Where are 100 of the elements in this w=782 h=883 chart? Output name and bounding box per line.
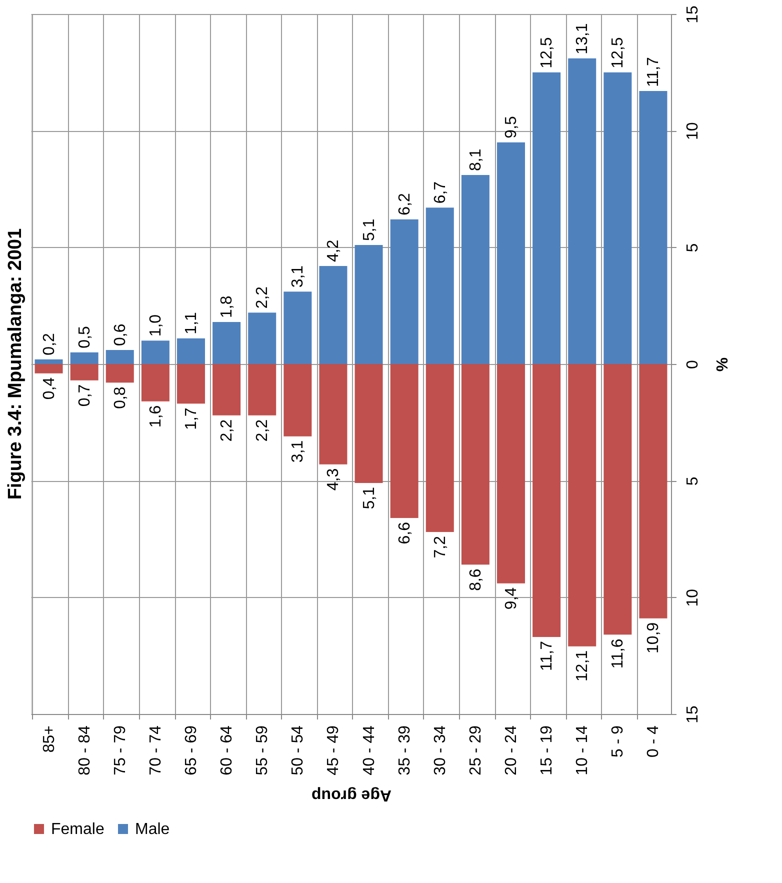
legend-label: Male — [135, 821, 170, 838]
bar — [212, 364, 241, 416]
data-label: 1,1 — [183, 312, 200, 334]
data-label: 1,8 — [218, 296, 236, 318]
data-label: 2,2 — [218, 419, 236, 442]
bar — [354, 245, 383, 364]
x-tick-label: 55 - 59 — [254, 725, 272, 776]
x-tick-label: 80 - 84 — [76, 725, 94, 776]
data-label: 6,2 — [396, 192, 414, 216]
bar — [212, 322, 241, 364]
data-label: 2,2 — [254, 286, 272, 309]
bar — [532, 72, 561, 364]
x-tick-label: 5 - 9 — [610, 725, 627, 758]
bar — [461, 364, 490, 565]
bar — [106, 350, 134, 364]
bar — [390, 364, 418, 518]
bar — [284, 364, 312, 436]
data-label: 3,1 — [290, 265, 307, 288]
bar — [604, 72, 632, 364]
data-label: 0,5 — [76, 326, 94, 348]
bar — [604, 364, 632, 635]
bar — [70, 352, 98, 364]
bar — [497, 142, 525, 364]
data-label: 7,2 — [432, 536, 449, 558]
bar — [426, 208, 454, 364]
x-tick-label: 10 - 14 — [574, 725, 592, 776]
data-label: 0,8 — [112, 386, 129, 409]
bar — [106, 364, 134, 383]
x-tick-label: 0 - 4 — [645, 725, 662, 758]
y-tick-label: 15 — [684, 706, 702, 724]
x-axis-title: Age group — [311, 786, 392, 804]
x-tick-label: 75 - 79 — [112, 725, 129, 776]
bar — [319, 364, 348, 464]
bar — [34, 359, 63, 364]
bar — [461, 175, 490, 364]
bar — [248, 312, 276, 364]
text: Figure 3.4: Mpumalanga: 2001 — [5, 228, 26, 500]
bar — [248, 364, 276, 416]
bar — [497, 364, 525, 584]
y-tick-label: 15 — [684, 6, 702, 24]
data-label: 0,2 — [40, 332, 58, 356]
data-label: 6,6 — [396, 522, 414, 544]
x-tick-label: 65 - 69 — [183, 725, 200, 776]
data-label: 11,7 — [645, 56, 662, 87]
y-tick-label: 5 — [684, 476, 702, 486]
data-label: 12,1 — [574, 650, 592, 682]
data-label: 13,1 — [574, 23, 592, 54]
bar — [568, 58, 596, 364]
x-tick-label: 40 - 44 — [360, 725, 378, 776]
x-tick-label: 20 - 24 — [503, 725, 520, 776]
y-tick-label: 10 — [684, 122, 702, 140]
data-label: 1,7 — [183, 408, 200, 430]
bar — [141, 340, 170, 364]
bar — [34, 364, 63, 374]
data-label: 6,7 — [432, 181, 449, 204]
data-label: 3,1 — [290, 440, 307, 463]
data-label: 5,1 — [360, 486, 378, 510]
legend-label: Female — [51, 821, 104, 838]
x-tick-label: 60 - 64 — [218, 725, 236, 776]
data-label: 12,5 — [538, 37, 556, 68]
data-label: 10,9 — [645, 622, 662, 654]
bar — [70, 364, 98, 380]
data-label: 9,4 — [503, 587, 520, 610]
data-label: 5,1 — [360, 218, 378, 241]
data-label: 8,6 — [467, 568, 484, 591]
bar — [532, 364, 561, 637]
bar — [284, 292, 312, 364]
x-tick-label: 70 - 74 — [147, 725, 164, 776]
y-axis-title: % — [714, 357, 732, 372]
data-label: 4,3 — [325, 468, 342, 491]
bar — [426, 364, 454, 532]
bar — [639, 364, 668, 618]
y-tick-label: 0 — [684, 360, 702, 369]
x-tick-label: 15 - 19 — [538, 725, 556, 776]
bar — [639, 91, 668, 364]
bar — [319, 266, 348, 364]
x-tick-label: 85+ — [40, 726, 58, 753]
data-label: 9,5 — [503, 116, 520, 138]
data-label: 1,0 — [147, 314, 164, 337]
data-label: 0,7 — [76, 384, 94, 407]
data-label: 2,2 — [254, 419, 272, 442]
x-tick-label: 50 - 54 — [290, 725, 307, 776]
bar — [141, 364, 170, 402]
data-label: 0,4 — [40, 377, 58, 400]
data-label: 11,6 — [610, 638, 627, 669]
y-tick-label: 10 — [684, 588, 702, 607]
x-tick-label: 30 - 34 — [432, 725, 449, 776]
bar — [177, 364, 205, 404]
x-tick-label: 35 - 39 — [396, 725, 414, 776]
bar — [177, 338, 205, 364]
x-tick-label: 25 - 29 — [467, 725, 484, 776]
y-tick-label: 5 — [684, 243, 702, 252]
data-label: 12,5 — [610, 37, 627, 68]
bar — [354, 364, 383, 483]
data-label: 4,2 — [325, 240, 342, 262]
data-label: 0,6 — [112, 324, 129, 346]
data-label: 1,6 — [147, 405, 164, 428]
data-label: 11,7 — [538, 640, 556, 671]
x-tick-label: 45 - 49 — [325, 725, 342, 776]
data-label: 8,1 — [467, 148, 484, 171]
